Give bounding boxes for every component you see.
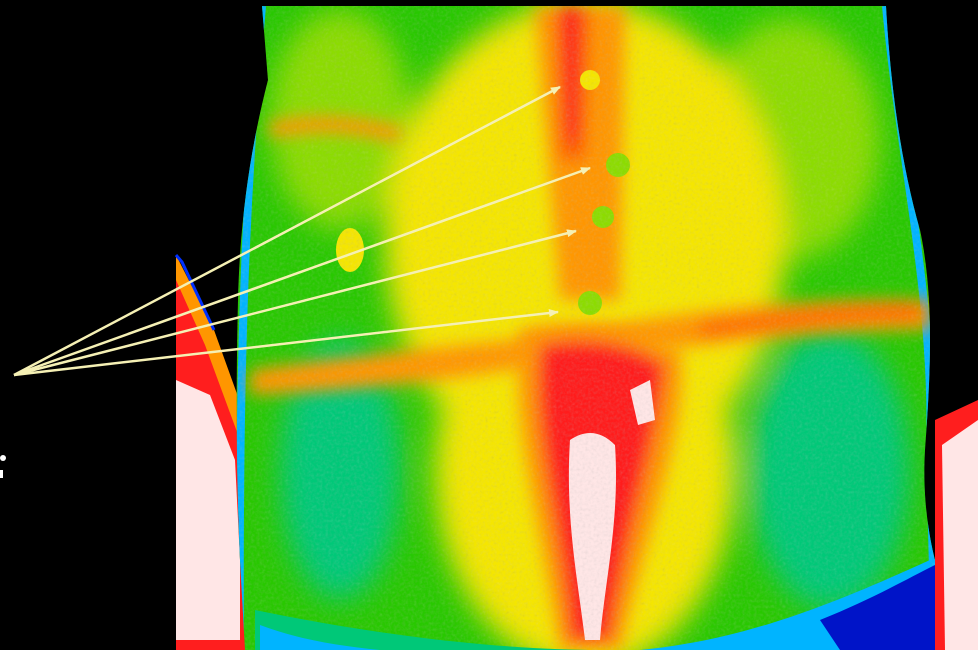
arrow-2 [13,166,591,377]
annotation-arrows [13,85,591,377]
lower-belt [255,560,935,650]
arrow-3 [13,229,577,377]
right-arm [935,400,978,650]
edge-marks [0,455,6,478]
torso [236,6,936,650]
arrow-4 [13,309,559,377]
arrow-1 [13,85,561,377]
